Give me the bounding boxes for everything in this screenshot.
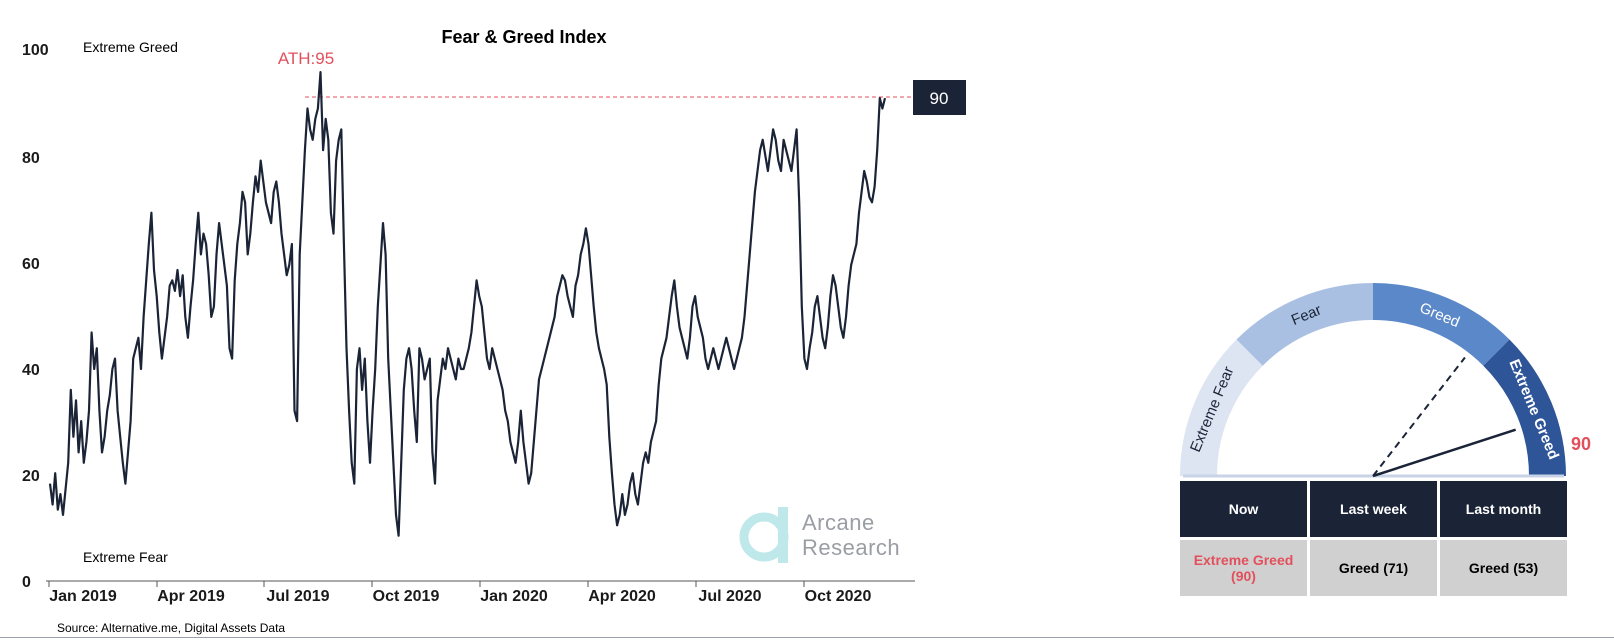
gauge-segment-fear [1236, 283, 1373, 366]
gauge-value-label: 90 [1571, 434, 1591, 454]
current-value-label: 90 [930, 89, 949, 108]
x-tick-label: Jul 2020 [698, 588, 761, 605]
cell-last-month: Greed (53) [1440, 540, 1567, 596]
x-tick-label: Apr 2020 [588, 588, 656, 605]
logo-text-line1: Arcane [802, 510, 875, 535]
current-value-box [913, 80, 966, 115]
x-tick-label: Oct 2019 [373, 588, 440, 605]
x-tick-label: Jan 2020 [480, 588, 548, 605]
cell-last-week: Greed (71) [1310, 540, 1437, 596]
summary-table: Now Last week Last month Extreme Greed (… [1177, 478, 1570, 599]
x-tick-label: Apr 2019 [157, 588, 225, 605]
y-tick-20: 20 [22, 468, 40, 485]
gauge-segment-extreme-greed [1483, 339, 1566, 476]
arcane-logo-icon [738, 505, 792, 565]
gauge-needle-now [1372, 428, 1517, 478]
gauge-needle-last-week [1372, 356, 1466, 477]
x-tick-label: Jul 2019 [266, 588, 329, 605]
gauge-segment-extreme-fear [1180, 339, 1263, 476]
sentiment-gauge: Extreme Fear Fear Greed Extreme Greed 90 [1180, 283, 1591, 478]
zone-label-extreme-greed: Extreme Greed [83, 39, 178, 55]
header-last-month: Last month [1440, 481, 1567, 537]
gauge-segment-greed [1373, 283, 1510, 366]
cell-now-line2: (90) [1231, 568, 1256, 584]
source-note: Source: Alternative.me, Digital Assets D… [57, 621, 286, 635]
cell-now: Extreme Greed (90) [1180, 540, 1307, 596]
zone-label-extreme-fear: Extreme Fear [83, 549, 168, 565]
arcane-research-logo: Arcane Research [738, 505, 900, 565]
x-axis-ticks: Jan 2019 Apr 2019 Jul 2019 Oct 2019 Jan 2020… [48, 581, 872, 605]
ath-label: ATH:95 [278, 49, 334, 68]
y-tick-80: 80 [22, 150, 40, 167]
bottom-divider [0, 637, 1614, 638]
y-tick-60: 60 [22, 256, 40, 273]
header-last-week: Last week [1310, 481, 1437, 537]
cell-now-line1: Extreme Greed [1193, 552, 1294, 568]
y-tick-40: 40 [22, 362, 40, 379]
y-tick-100: 100 [22, 42, 49, 59]
logo-text-line2: Research [802, 535, 901, 560]
series-line-fear-greed [48, 70, 887, 537]
x-tick-label: Oct 2020 [805, 588, 872, 605]
chart-title: Fear & Greed Index [441, 27, 606, 47]
y-tick-0: 0 [22, 574, 31, 591]
x-tick-label: Jan 2019 [49, 588, 117, 605]
header-now: Now [1180, 481, 1307, 537]
